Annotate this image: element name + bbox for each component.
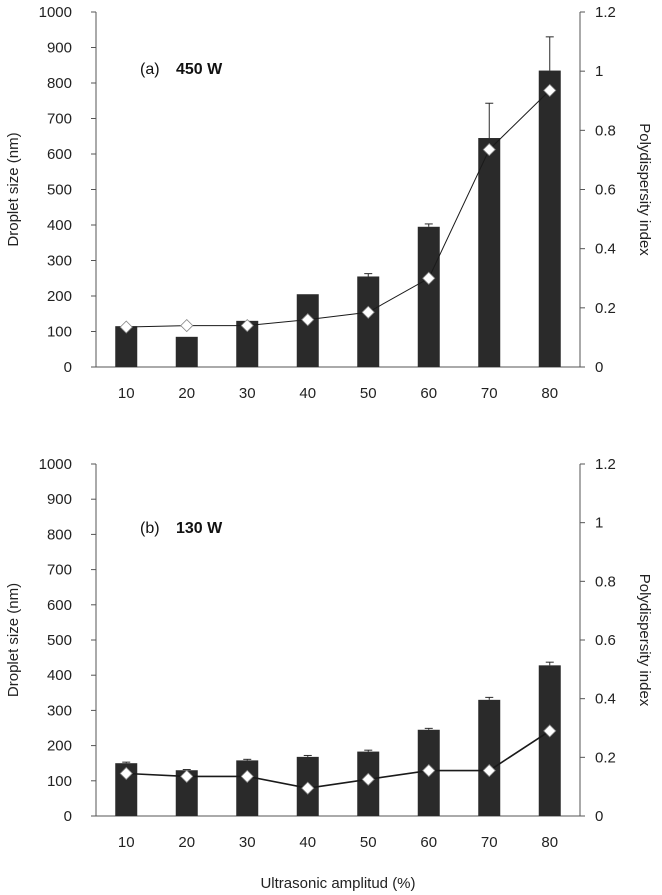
y-tick-label: 800 (47, 526, 72, 543)
bar (357, 276, 380, 367)
pdi-point (422, 763, 436, 778)
y2-axis-title: Polydispersity index (636, 123, 653, 256)
y-tick-label: 1000 (39, 456, 72, 473)
pdi-point (482, 142, 496, 157)
bar (296, 294, 319, 367)
y-tick-label: 100 (47, 773, 72, 790)
pdi-point (240, 769, 254, 783)
pdi-line (126, 90, 551, 328)
x-tick-label: 30 (239, 834, 256, 851)
bar (538, 665, 561, 816)
bar (538, 70, 561, 367)
bar (236, 760, 259, 816)
pdi-point (119, 320, 133, 334)
pdi-point (180, 769, 194, 783)
y-tick-label: 100 (47, 324, 72, 341)
y-tick-label: 600 (47, 597, 72, 614)
panel-title: 130 W (176, 520, 223, 537)
pdi-point (119, 766, 133, 781)
y-tick-label: 300 (47, 253, 72, 270)
x-tick-label: 80 (541, 385, 558, 402)
pdi-point (301, 313, 315, 327)
x-tick-label: 30 (239, 385, 256, 402)
y-tick-label: 0 (64, 808, 72, 825)
pdi-point (361, 772, 375, 786)
y2-tick-label: 1.2 (595, 456, 616, 473)
y-tick-label: 200 (47, 738, 72, 755)
x-tick-label: 70 (481, 834, 498, 851)
y-tick-label: 1000 (39, 4, 72, 21)
y-axis-title: Droplet size (nm) (5, 132, 22, 246)
x-tick-label: 20 (178, 385, 195, 402)
chart-panel-a: 0 100 200 300 400 500 600 700 800 900 1000 0 0.2 0.4 0… (5, 4, 653, 402)
x-tick-label: 70 (481, 385, 498, 402)
y-tick-label: 600 (47, 146, 72, 163)
bar (175, 770, 198, 816)
x-tick-label: 60 (420, 834, 437, 851)
y-tick-label: 0 (64, 359, 72, 376)
bar (417, 226, 440, 367)
x-axis-title: Ultrasonic amplitud (%) (260, 875, 415, 892)
y2-tick-label: 0.6 (595, 632, 616, 649)
panel-title: 450 W (176, 61, 223, 78)
bar (115, 326, 138, 367)
pdi-point (543, 724, 557, 738)
y2-tick-label: 0.2 (595, 749, 616, 766)
bar (115, 763, 138, 816)
y-axis-title: Droplet size (nm) (5, 583, 22, 697)
y-tick-label: 900 (47, 40, 72, 57)
y-tick-label: 500 (47, 182, 72, 199)
y-tick-label: 400 (47, 217, 72, 234)
y2-tick-label: 0.4 (595, 241, 616, 258)
panel-label: (b) (140, 520, 160, 537)
bar (478, 699, 501, 816)
y-tick-label: 400 (47, 667, 72, 684)
y2-tick-label: 0.6 (595, 182, 616, 199)
y2-tick-label: 0.4 (595, 691, 616, 708)
pdi-point (361, 305, 375, 319)
y-tick-label: 900 (47, 491, 72, 508)
x-tick-label: 20 (178, 834, 195, 851)
y-tick-label: 200 (47, 288, 72, 305)
bar (478, 138, 501, 367)
pdi-point (180, 319, 194, 333)
y-tick-label: 300 (47, 702, 72, 719)
y2-tick-label: 0 (595, 359, 603, 376)
bar (175, 336, 198, 367)
y2-tick-label: 1 (595, 63, 603, 80)
pdi-point (422, 271, 436, 285)
x-tick-label: 80 (541, 834, 558, 851)
x-tick-label: 40 (299, 834, 316, 851)
x-tick-label: 50 (360, 834, 377, 851)
y-tick-label: 700 (47, 111, 72, 128)
bar (236, 320, 259, 367)
y-tick-label: 800 (47, 75, 72, 92)
y-tick-label: 500 (47, 632, 72, 649)
pdi-line (126, 730, 551, 789)
y2-tick-label: 0.8 (595, 122, 616, 139)
y2-tick-label: 1.2 (595, 4, 616, 21)
x-tick-label: 10 (118, 385, 135, 402)
x-tick-label: 10 (118, 834, 135, 851)
y2-tick-label: 1 (595, 515, 603, 532)
pdi-point (543, 83, 557, 97)
panel-label: (a) (140, 61, 160, 78)
y2-tick-label: 0.8 (595, 573, 616, 590)
pdi-point (240, 319, 254, 333)
x-tick-label: 60 (420, 385, 437, 402)
pdi-point (482, 763, 496, 778)
pdi-point (301, 781, 315, 795)
x-tick-label: 40 (299, 385, 316, 402)
y2-tick-label: 0 (595, 808, 603, 825)
y2-axis-title: Polydispersity index (636, 574, 653, 707)
y-tick-label: 700 (47, 562, 72, 579)
y2-tick-label: 0.2 (595, 300, 616, 317)
x-tick-label: 50 (360, 385, 377, 402)
chart-panel-b: 0 100 200 300 400 500 600 700 800 900 1000 0 0.2 0.4 0… (5, 456, 653, 892)
